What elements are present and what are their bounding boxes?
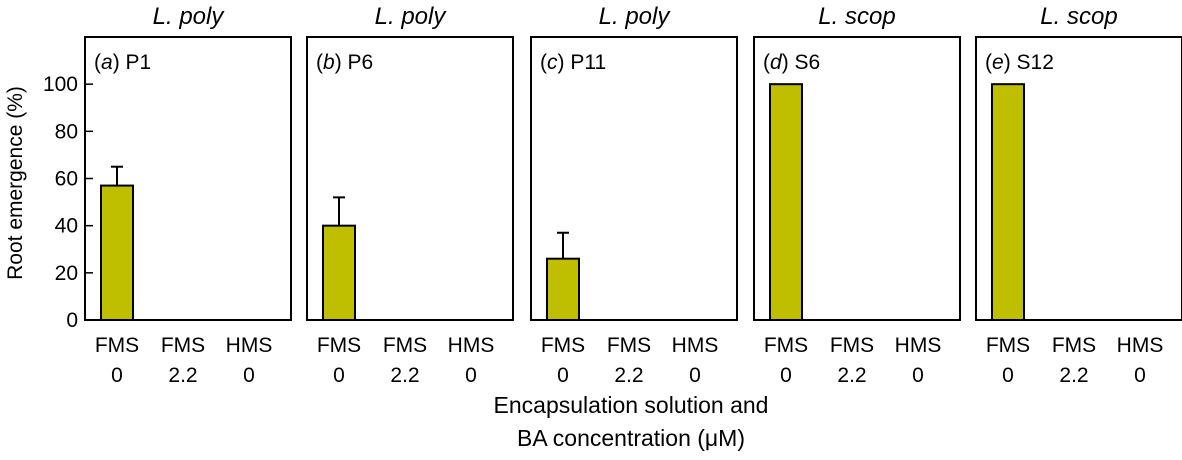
x-category-bottom-2: 0 xyxy=(243,364,255,387)
panel-species-title: L. poly xyxy=(599,3,672,30)
x-category-top-0: FMS xyxy=(764,334,808,357)
panel-label: (e) S12 xyxy=(985,51,1054,74)
y-tick-label-4: 80 xyxy=(55,120,78,143)
y-tick-label-3: 60 xyxy=(55,168,78,191)
x-category-top-2: HMS xyxy=(226,334,273,357)
x-category-bottom-2: 0 xyxy=(465,364,477,387)
y-tick-label-1: 20 xyxy=(55,262,78,285)
bar-a-0 xyxy=(100,184,134,321)
panel-species-title: L. poly xyxy=(375,3,448,30)
panel-frame xyxy=(306,36,514,321)
x-category-top-0: FMS xyxy=(95,334,139,357)
x-category-bottom-0: 0 xyxy=(111,364,123,387)
x-category-bottom-0: 0 xyxy=(1002,364,1014,387)
x-category-top-0: FMS xyxy=(317,334,361,357)
y-axis-ticks: 0 20 40 60 80 100 xyxy=(43,73,93,332)
x-category-bottom-0: 0 xyxy=(780,364,792,387)
x-category-top-0: FMS xyxy=(541,334,585,357)
x-category-top-0: FMS xyxy=(986,334,1030,357)
panel-frame xyxy=(84,36,292,321)
y-axis-label: Root emergence (%) xyxy=(4,86,27,280)
x-axis-label-line-2: BA concentration (μM) xyxy=(517,425,745,451)
x-category-bottom-2: 0 xyxy=(689,364,701,387)
panel-a: L. poly(a) P1 FMS 0 FMS 2.2 HMS 0 xyxy=(84,3,292,387)
x-category-top-2: HMS xyxy=(672,334,719,357)
y-tick-label-2: 40 xyxy=(55,215,78,238)
x-category-bottom-2: 0 xyxy=(1134,364,1146,387)
x-category-top-1: FMS xyxy=(161,334,205,357)
x-category-top-1: FMS xyxy=(830,334,874,357)
x-category-top-2: HMS xyxy=(448,334,495,357)
bar-c-0 xyxy=(546,257,580,321)
y-tick-label-5: 100 xyxy=(43,73,78,96)
x-axis-label-line-1: Encapsulation solution and xyxy=(494,392,769,418)
x-category-top-2: HMS xyxy=(1117,334,1164,357)
panel-label: (b) P6 xyxy=(316,51,373,74)
x-category-bottom-1: 2.2 xyxy=(1059,364,1088,387)
x-category-bottom-1: 2.2 xyxy=(168,364,197,387)
x-category-bottom-0: 0 xyxy=(333,364,345,387)
panel-species-title: L. scop xyxy=(1040,3,1117,30)
x-category-bottom-1: 2.2 xyxy=(390,364,419,387)
panel-species-title: L. scop xyxy=(818,3,895,30)
bar-d-0 xyxy=(769,83,803,321)
bar-e-0 xyxy=(991,83,1025,321)
panel-label: (a) P1 xyxy=(94,51,151,74)
panel-frame xyxy=(753,36,961,321)
x-category-bottom-1: 2.2 xyxy=(837,364,866,387)
panel-frame xyxy=(530,36,738,321)
x-category-bottom-0: 0 xyxy=(557,364,569,387)
panel-species-title: L. poly xyxy=(153,3,226,30)
x-category-top-1: FMS xyxy=(1052,334,1096,357)
x-category-bottom-2: 0 xyxy=(912,364,924,387)
panel-d: L. scop (d) S6 FMS 0 FMS 2.2 HMS 0 xyxy=(753,3,961,387)
panel-label: (d) S6 xyxy=(763,51,820,74)
panel-frame xyxy=(975,36,1182,321)
panel-label: (c) P11 xyxy=(540,51,606,74)
panel-e: L. scop (e) S12 FMS 0 FMS 2.2 HMS 0 xyxy=(975,3,1182,387)
x-category-top-1: FMS xyxy=(383,334,427,357)
y-tick-label-0: 0 xyxy=(66,309,78,332)
bar-b-0 xyxy=(322,224,356,322)
x-category-top-1: FMS xyxy=(607,334,651,357)
panel-c: L. poly (c) P11 FMS 0 FMS 2.2 HMS 0 xyxy=(530,3,738,387)
x-category-top-2: HMS xyxy=(895,334,942,357)
x-category-bottom-1: 2.2 xyxy=(614,364,643,387)
panel-b: L. poly(b) P6 FMS 0 FMS 2.2 HMS 0 xyxy=(306,3,514,387)
